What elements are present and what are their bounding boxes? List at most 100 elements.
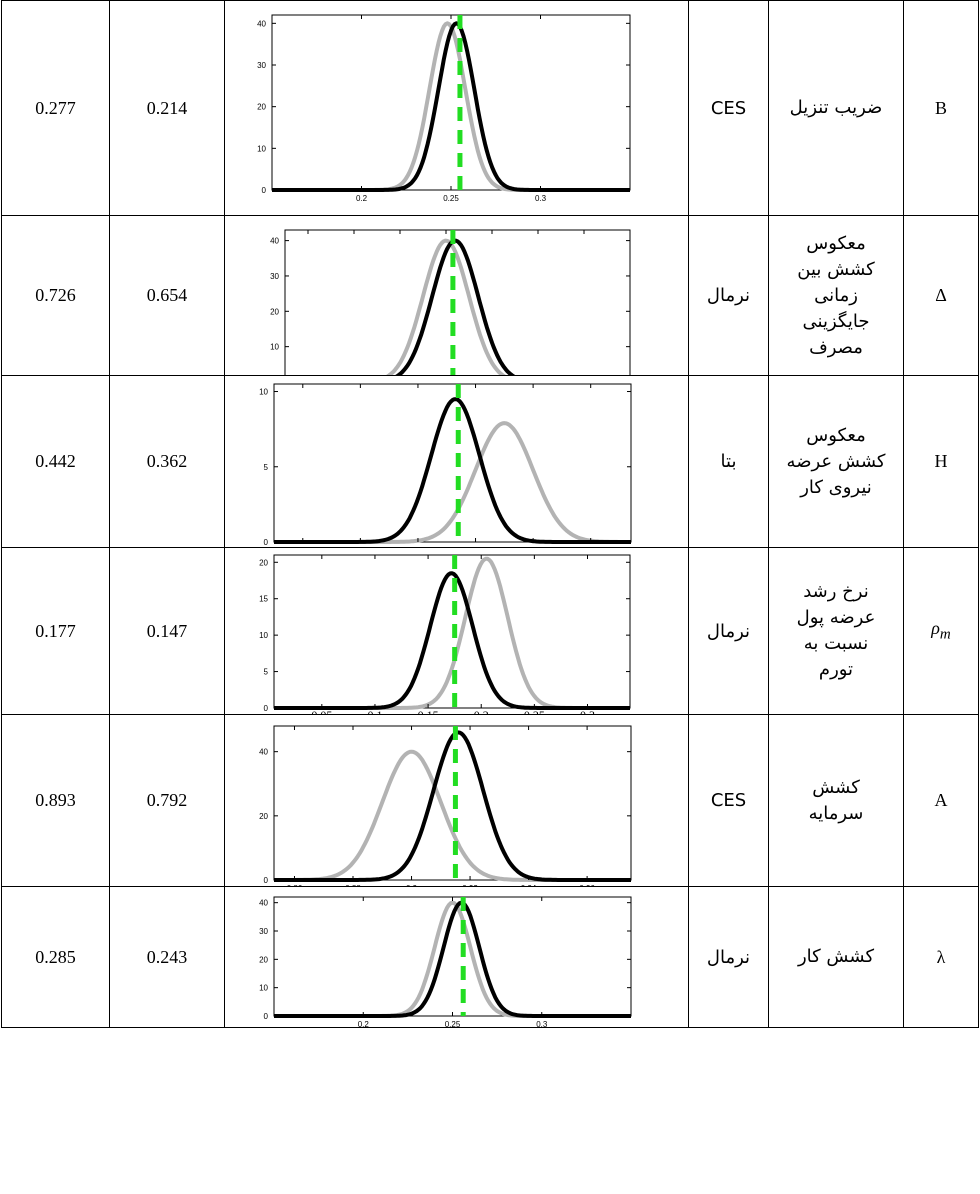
x-tick-label: 0.96 [579, 884, 595, 886]
value-col1: 0.893 [1, 714, 110, 887]
description-line: نسبت به [803, 633, 869, 654]
density-plot: 0.2 0.25 0.3 0 10 20 30 40 [259, 896, 632, 1027]
density-plot: 0.86 0.88 0.9 0.92 0.94 0.96 0 20 40 [259, 725, 632, 886]
description-line: کشش بین [797, 258, 875, 280]
value-col2: 0.362 [109, 375, 225, 548]
plot-frame [273, 554, 631, 709]
posterior-density-curve [271, 21, 631, 192]
posterior-density-curve [273, 730, 632, 882]
parameter-description: کشش کار [768, 886, 904, 1028]
symbol-text: Η [934, 451, 948, 471]
x-tick-label: 0.9 [406, 884, 418, 886]
y-tick-label: 30 [257, 61, 266, 70]
description-line: کشش کار [797, 946, 875, 967]
prior-density-curve [273, 749, 632, 882]
y-tick-label: 10 [257, 144, 266, 153]
y-tick-label: 0 [264, 1012, 269, 1021]
y-tick-label: 5 [264, 668, 269, 677]
parameter-symbol: ρm [903, 547, 979, 715]
description-line: عرضه پول [796, 607, 876, 628]
density-plot-cell: 0.05 0.1 0.15 0.2 0.25 0.3 0 5 10 15 20 [224, 547, 689, 715]
density-plot-cell: 0.640.660.680.70.720.740.76010203040 [224, 215, 689, 376]
x-tick-label: 0.2 [297, 546, 309, 547]
description-line: مصرف [809, 336, 863, 358]
y-tick-label: 40 [259, 748, 268, 757]
description-line: جایگزینی [802, 310, 870, 332]
x-tick-label: 0.15 [418, 708, 439, 714]
description-line: معکوس [806, 424, 866, 446]
posterior-density-curve [273, 900, 632, 1018]
y-tick-label: 20 [257, 103, 266, 112]
y-tick-label: 0 [262, 186, 267, 195]
value-col1: 0.277 [1, 0, 110, 216]
plot-frame [273, 383, 632, 543]
parameter-description: ضریب تنزیل [768, 0, 904, 216]
value-col2: 0.654 [109, 215, 225, 376]
x-tick-label: 0.3 [536, 1020, 548, 1027]
y-tick-label: 15 [259, 595, 268, 604]
table-row: 0.4420.3620.20.30.40.50.60.70510بتامعکوس… [1, 375, 979, 548]
prior-distribution: CES [688, 714, 769, 887]
description-line: ضریب تنزیل [789, 97, 883, 118]
prior-distribution: بتا [688, 375, 769, 548]
density-plot-cell: 0.2 0.25 0.3 0 10 20 30 40 [224, 0, 689, 216]
plot-frame [273, 725, 632, 881]
symbol-text: λ [936, 946, 946, 967]
value-col1: 0.442 [1, 375, 110, 548]
description-line: کشش [812, 776, 860, 798]
plot-frame [284, 229, 631, 375]
y-tick-label: 40 [257, 19, 266, 28]
x-tick-label: 0.3 [535, 194, 547, 203]
x-tick-label: 0.05 [311, 708, 332, 714]
y-tick-label: 5 [264, 463, 269, 472]
prior-density-curve [273, 421, 632, 544]
x-tick-label: 0.2 [474, 708, 489, 714]
y-tick-label: 10 [259, 631, 268, 640]
posterior-density-curve [273, 571, 631, 710]
parameter-symbol: Α [903, 714, 979, 887]
x-tick-label: 0.3 [355, 546, 367, 547]
value-col2: 0.214 [109, 0, 225, 216]
parameter-table: 0.277 0.214 0.2 0.25 0.3 0 10 20 30 40 CES ضریب تنز… [1, 0, 979, 1028]
x-tick-label: 0.25 [443, 194, 459, 203]
value-col2: 0.243 [109, 886, 225, 1028]
density-plot: 0.640.660.680.70.720.740.76010203040 [270, 229, 631, 375]
x-tick-label: 0.2 [356, 194, 368, 203]
x-tick-label: 0.6 [528, 546, 540, 547]
x-tick-label: 0.7 [585, 546, 597, 547]
value-col1: 0.285 [1, 886, 110, 1028]
density-plot: 0.2 0.25 0.3 0 10 20 30 40 [257, 14, 631, 203]
description-line: تورم [818, 659, 854, 680]
density-plot: 0.05 0.1 0.15 0.2 0.25 0.3 0 5 10 15 20 [259, 554, 631, 714]
y-tick-label: 20 [259, 812, 268, 821]
symbol-subscript: m [939, 626, 951, 643]
density-plot-cell: 0.2 0.3 0.4 0.5 0.6 0.7 0 5 10 [224, 375, 689, 548]
prior-distribution: CES [688, 0, 769, 216]
parameter-description: معکوس کشش بین زمانی جایگزینی مصرف [768, 215, 904, 376]
parameter-symbol: λ [903, 886, 979, 1028]
value-col1: 0.177 [1, 547, 110, 715]
y-tick-label: 0 [264, 704, 269, 713]
symbol-text: ρ [931, 618, 940, 639]
x-tick-label: 0.88 [345, 884, 361, 886]
description-line: زمانی [814, 284, 858, 306]
parameter-symbol: Β [903, 0, 979, 216]
description-line: کشش عرضه [786, 450, 886, 472]
value-col2: 0.147 [109, 547, 225, 715]
description-line: نیروی کار [800, 476, 872, 498]
prior-density-curve [271, 21, 631, 192]
value-col1: 0.726 [1, 215, 110, 376]
density-plot-cell: 0.2 0.25 0.3 0 10 20 30 40 [224, 886, 689, 1028]
density-plot-cell: 0.86 0.88 0.9 0.92 0.94 0.96 0 20 40 [224, 714, 689, 887]
y-tick-label: 30 [270, 272, 279, 281]
y-tick-label: 20 [270, 307, 279, 316]
x-tick-label: 0.25 [524, 708, 545, 714]
y-tick-label: 10 [259, 984, 268, 993]
posterior-density-curve [273, 397, 632, 544]
y-tick-label: 0 [264, 538, 269, 547]
parameter-description: معکوس کشش عرضه نیروی کار [768, 375, 904, 548]
description-line: معکوس [806, 232, 866, 254]
prior-density-curve [386, 238, 507, 375]
